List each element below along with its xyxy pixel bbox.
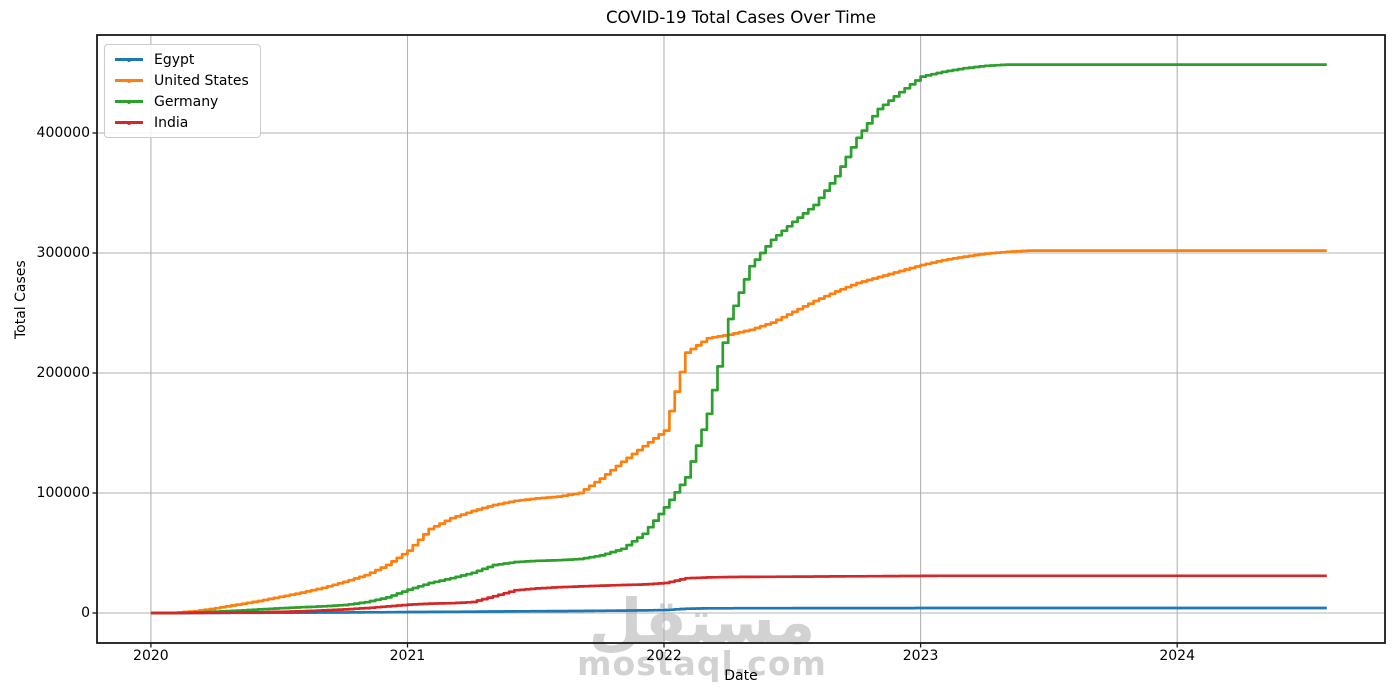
y-tick-label: 300000 [36, 244, 90, 261]
legend-item-germany: Germany [115, 93, 249, 110]
legend-item-india: India [115, 114, 249, 131]
x-tick-label: 2021 [389, 648, 426, 664]
series-line-egypt [150, 606, 1327, 615]
chart-title: COVID-19 Total Cases Over Time [605, 8, 877, 27]
legend-line-swatch [115, 76, 143, 85]
legend-item-egypt: Egypt [115, 51, 249, 68]
x-tick-label: 2023 [902, 648, 939, 664]
legend-label: Germany [154, 93, 219, 110]
series-line-united-states [150, 249, 1327, 615]
series-line-india [150, 574, 1327, 615]
plot-border [96, 34, 1386, 644]
x-axis-label: Date [724, 668, 758, 684]
x-tick-label: 2024 [1159, 648, 1195, 664]
legend-item-united-states: United States [115, 72, 249, 89]
x-tick-label: 2020 [133, 648, 169, 664]
y-tick-label: 200000 [36, 364, 90, 381]
legend-line-swatch [115, 55, 143, 64]
legend-line-swatch [115, 118, 143, 127]
legend-label: Egypt [154, 51, 195, 68]
x-tick-label: 2022 [646, 648, 682, 664]
legend-label: United States [154, 72, 249, 89]
y-tick-label: 0 [81, 604, 90, 621]
series-line-germany [150, 63, 1327, 615]
y-tick-label: 100000 [36, 484, 90, 501]
y-tick-label: 400000 [36, 124, 90, 141]
legend: Egypt United States Germany India [104, 44, 261, 138]
legend-line-swatch [115, 97, 143, 106]
legend-label: India [154, 114, 189, 131]
